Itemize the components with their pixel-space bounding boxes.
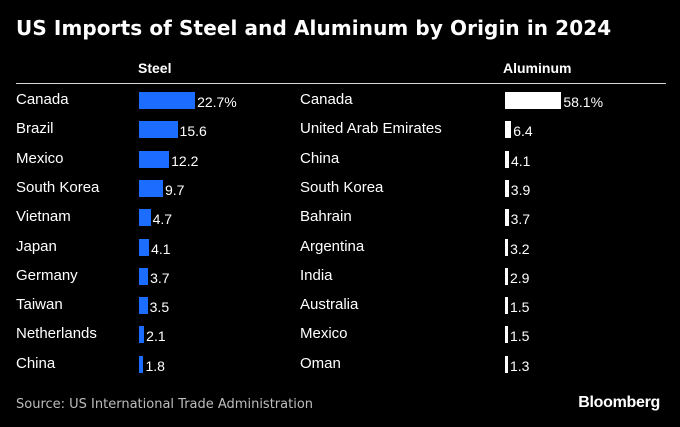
aluminum-category-label: Mexico xyxy=(300,325,348,343)
steel-bar xyxy=(139,92,196,109)
steel-value-label: 3.7 xyxy=(150,269,170,286)
aluminum-value-label: 6.4 xyxy=(513,123,533,140)
aluminum-category-label: China xyxy=(300,149,340,167)
bloomberg-logo: Bloomberg xyxy=(578,394,660,411)
steel-value-label: 3.5 xyxy=(149,299,170,316)
aluminum-category-label: Oman xyxy=(300,354,341,372)
aluminum-value-label: 4.1 xyxy=(510,152,531,169)
aluminum-value-label: 1.5 xyxy=(510,299,530,316)
aluminum-value-label: 1.3 xyxy=(510,357,530,374)
aluminum-value-label: 2.9 xyxy=(510,269,530,286)
aluminum-column-header: Aluminum xyxy=(503,60,572,76)
aluminum-category-label: Bahrain xyxy=(300,208,352,226)
aluminum-bar xyxy=(505,121,512,139)
steel-category-label: Canada xyxy=(16,91,69,108)
steel-category-label: Japan xyxy=(16,237,57,255)
aluminum-value-label: 3.2 xyxy=(510,240,530,257)
aluminum-value-label: 58.1% xyxy=(563,94,604,110)
aluminum-bar xyxy=(505,267,508,285)
steel-value-label: 12.2 xyxy=(171,152,199,169)
aluminum-bar xyxy=(505,179,509,197)
aluminum-bar xyxy=(505,238,509,256)
steel-bar xyxy=(139,297,148,315)
steel-column-header: Steel xyxy=(138,60,172,76)
aluminum-bar xyxy=(505,92,562,109)
steel-category-label: Germany xyxy=(16,266,78,284)
aluminum-category-label: United Arab Emirates xyxy=(300,120,442,138)
steel-category-label: China xyxy=(16,354,56,372)
aluminum-bar xyxy=(505,209,509,227)
aluminum-bar xyxy=(505,150,509,168)
aluminum-category-label: India xyxy=(300,266,333,284)
steel-bar xyxy=(139,121,178,139)
steel-value-label: 22.7% xyxy=(197,94,237,110)
steel-category-label: South Korea xyxy=(16,178,100,196)
steel-bar xyxy=(139,267,149,285)
chart-title: US Imports of Steel and Aluminum by Orig… xyxy=(16,16,612,40)
steel-value-label: 4.1 xyxy=(151,240,171,257)
header-divider xyxy=(16,83,666,84)
aluminum-value-label: 1.5 xyxy=(510,328,530,345)
steel-category-label: Vietnam xyxy=(16,208,71,226)
steel-value-label: 15.6 xyxy=(179,123,207,140)
aluminum-bar xyxy=(505,355,508,373)
steel-bar xyxy=(139,238,150,256)
aluminum-category-label: South Korea xyxy=(300,178,384,196)
steel-category-label: Brazil xyxy=(16,120,54,138)
steel-value-label: 2.1 xyxy=(146,328,166,345)
source-note: Source: US International Trade Administr… xyxy=(16,397,314,412)
aluminum-category-label: Australia xyxy=(300,296,359,314)
steel-bar xyxy=(139,355,144,373)
steel-value-label: 9.7 xyxy=(164,181,185,198)
aluminum-value-label: 3.7 xyxy=(510,211,531,228)
aluminum-value-label: 3.9 xyxy=(510,181,531,198)
steel-bar xyxy=(139,150,170,168)
steel-category-label: Taiwan xyxy=(16,296,63,314)
steel-value-label: 1.8 xyxy=(145,357,165,374)
steel-value-label: 4.7 xyxy=(152,211,173,228)
steel-bar xyxy=(139,179,163,197)
steel-category-label: Mexico xyxy=(16,149,64,167)
aluminum-category-label: Argentina xyxy=(300,237,365,255)
aluminum-category-label: Canada xyxy=(300,91,353,108)
steel-bar xyxy=(139,209,151,227)
steel-category-label: Netherlands xyxy=(16,325,97,343)
aluminum-bar xyxy=(505,297,508,315)
steel-bar xyxy=(139,326,145,344)
aluminum-bar xyxy=(505,326,508,344)
